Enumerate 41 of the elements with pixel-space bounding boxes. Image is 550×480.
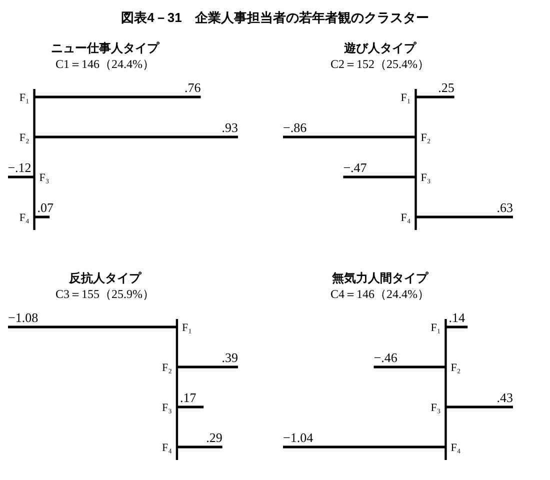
chart-subtitle: C3＝155（25.9%） xyxy=(56,287,154,301)
chart-title: 遊び人タイプ xyxy=(344,41,417,55)
y-tick-label: F₂ xyxy=(450,362,461,374)
y-tick-label: F₃ xyxy=(430,402,441,414)
chart-subtitle: C4＝146（24.4%） xyxy=(330,287,430,301)
y-tick-label: F₁ xyxy=(182,322,192,334)
data-label: .17 xyxy=(180,390,197,405)
data-label: .43 xyxy=(496,390,513,405)
data-label: .93 xyxy=(222,120,238,135)
data-label: .07 xyxy=(37,200,54,215)
y-tick-label: F₂ xyxy=(19,132,30,144)
y-tick-label: F₃ xyxy=(39,172,50,184)
data-label: .76 xyxy=(184,80,202,95)
data-label: .39 xyxy=(222,350,238,365)
chart-title: 無気力人間タイプ xyxy=(331,271,429,285)
data-label: −.47 xyxy=(343,160,368,175)
data-label: .63 xyxy=(496,200,513,215)
data-label: −.46 xyxy=(374,350,398,365)
chart-title: 反抗人タイプ xyxy=(68,271,142,285)
y-tick-label: F₃ xyxy=(420,172,431,184)
y-tick-label: F₂ xyxy=(420,132,431,144)
y-tick-label: F₃ xyxy=(162,402,172,414)
data-label: −.86 xyxy=(283,120,308,135)
y-tick-label: F₁ xyxy=(430,322,441,334)
data-label: −1.08 xyxy=(8,310,38,325)
y-tick-label: F₄ xyxy=(19,212,30,224)
data-label: .29 xyxy=(206,430,222,445)
y-tick-label: F₄ xyxy=(162,442,172,454)
y-tick-label: F₄ xyxy=(400,212,411,224)
data-label: .14 xyxy=(448,310,466,325)
y-tick-label: F₁ xyxy=(400,92,411,104)
chart-title: ニュー仕事人タイプ xyxy=(51,41,160,55)
data-label: −1.04 xyxy=(283,430,314,445)
data-label: −.12 xyxy=(8,160,32,175)
y-tick-label: F₁ xyxy=(19,92,30,104)
chart-subtitle: C2＝152（25.4%） xyxy=(330,57,430,71)
chart-subtitle: C1＝146（24.4%） xyxy=(56,57,154,71)
text: 図表4－31 企業人事担当者の若年者観のクラスター xyxy=(121,10,429,25)
y-tick-label: F₂ xyxy=(162,362,172,374)
y-tick-label: F₄ xyxy=(450,442,461,454)
data-label: .25 xyxy=(438,80,454,95)
